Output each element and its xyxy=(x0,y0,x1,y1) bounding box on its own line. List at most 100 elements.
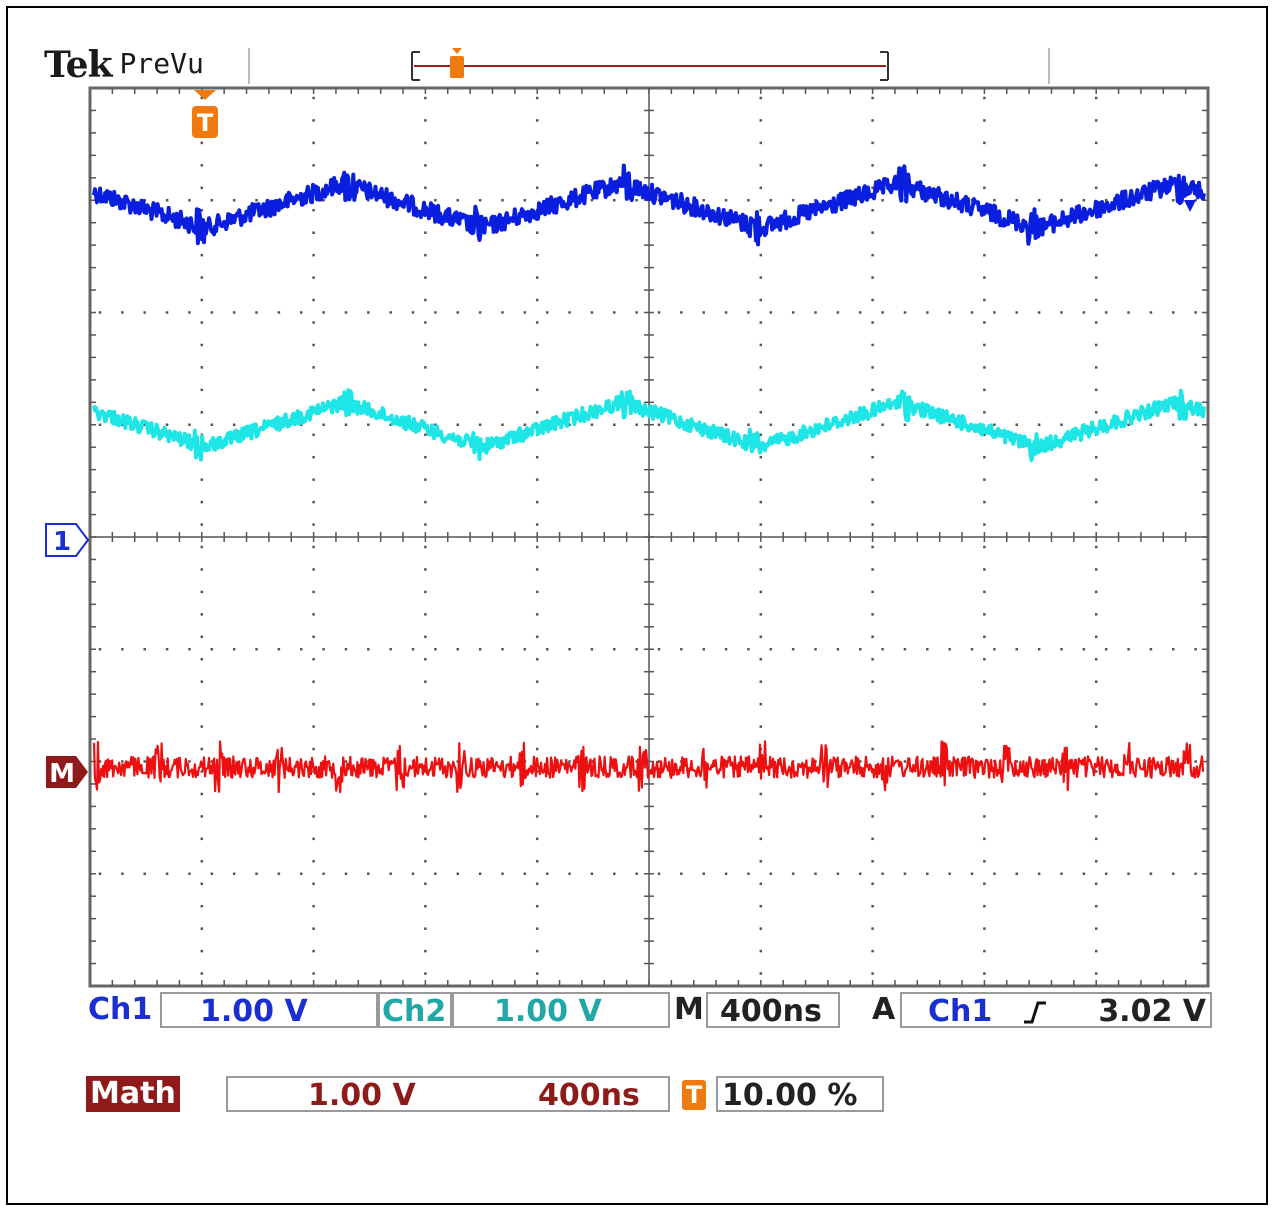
grid-dot xyxy=(424,635,427,639)
ch1-ground-marker[interactable] xyxy=(45,523,90,557)
grid-dot xyxy=(501,311,504,314)
grid-dot xyxy=(200,298,204,302)
grid-dot xyxy=(759,590,763,594)
trigger-readout[interactable]: Ch1 3.02 V xyxy=(900,992,1212,1029)
math-label[interactable]: Math xyxy=(86,1076,180,1112)
grid-dot xyxy=(983,725,986,728)
grid-dot xyxy=(759,613,763,616)
grid-dot xyxy=(344,648,348,651)
grid-dot xyxy=(759,568,763,571)
grid-dot xyxy=(983,680,986,683)
grid-dot xyxy=(389,423,392,426)
grid-dot xyxy=(312,837,315,841)
grid-dot xyxy=(759,321,763,324)
grid-dot xyxy=(983,164,986,167)
grid-dot xyxy=(424,972,427,975)
grid-dot xyxy=(312,860,315,863)
grid-dot xyxy=(881,199,884,202)
grid-dot xyxy=(456,423,460,426)
grid-dot xyxy=(456,311,460,314)
grid-dot xyxy=(501,423,504,426)
grid-dot xyxy=(568,423,571,426)
grid-dot xyxy=(724,648,728,651)
grid-dot xyxy=(983,590,986,594)
grid-dot xyxy=(926,423,929,426)
grid-dot xyxy=(791,311,795,314)
grid-dot xyxy=(702,872,705,875)
grid-dot xyxy=(1094,231,1098,234)
grid-dot xyxy=(759,680,763,683)
grid-dot xyxy=(871,815,874,818)
grid-dot xyxy=(200,478,204,481)
grid-dot xyxy=(983,837,986,841)
grid-dot xyxy=(657,311,661,314)
grid-dot xyxy=(545,872,549,875)
math-readout[interactable]: 1.00 V 400ns xyxy=(226,1076,670,1113)
grid-dot xyxy=(759,658,763,661)
grid-dot xyxy=(200,972,204,975)
ch1-label[interactable]: Ch1 xyxy=(88,992,153,1027)
grid-dot xyxy=(312,725,315,728)
grid-dot xyxy=(165,648,169,651)
grid-dot xyxy=(871,949,874,953)
grid-dot xyxy=(200,568,204,571)
grid-dot xyxy=(759,209,763,212)
grid-dot xyxy=(535,478,539,481)
grid-dot xyxy=(881,311,884,314)
grid-dot xyxy=(1060,648,1063,651)
traces xyxy=(92,163,1206,794)
ch1-ground-label: 1 xyxy=(53,527,71,557)
grid-dot xyxy=(232,311,236,314)
grid-dot xyxy=(232,872,236,875)
grid-dot xyxy=(983,949,986,953)
grid-dot xyxy=(724,872,728,875)
grid-dot xyxy=(200,613,204,616)
ch2-scale[interactable]: 1.00 V xyxy=(452,992,670,1029)
grid-dot xyxy=(121,760,124,763)
grid-dot xyxy=(143,648,146,651)
grid-dot xyxy=(1149,872,1153,875)
grid-dot xyxy=(1060,199,1063,202)
ch2-label[interactable]: Ch2 xyxy=(378,992,452,1029)
grid-dot xyxy=(1037,199,1041,202)
grid-dot xyxy=(871,523,874,526)
ch1-scale[interactable]: 1.00 V xyxy=(160,992,378,1029)
grid-dot xyxy=(871,680,874,683)
grid-dot xyxy=(312,680,315,683)
grid-dot xyxy=(424,231,427,234)
grid-dot xyxy=(1149,648,1153,651)
grid-dot xyxy=(200,792,204,796)
grid-dot xyxy=(424,613,427,616)
grid-dot xyxy=(424,523,427,526)
grid-dot xyxy=(1094,882,1098,885)
math-ref-marker[interactable] xyxy=(46,756,88,788)
grid-dot xyxy=(983,658,986,661)
grid-dot xyxy=(1094,141,1098,145)
grid-dot xyxy=(759,702,763,706)
grid-dot xyxy=(590,648,594,651)
grid-dot xyxy=(1015,872,1019,875)
grid-dot xyxy=(200,635,204,639)
grid-dot xyxy=(871,792,874,796)
grid-dot xyxy=(312,613,315,616)
grid-dot xyxy=(535,253,539,257)
grid-dot xyxy=(121,648,124,651)
grid-dot xyxy=(871,725,874,728)
math-ref-label: M xyxy=(49,759,75,789)
grid-dot xyxy=(948,872,951,875)
trigger-position-marker xyxy=(192,90,218,138)
grid-dot xyxy=(367,199,370,202)
grid-dot xyxy=(367,648,370,651)
grid-dot xyxy=(200,815,204,818)
grid-dot xyxy=(791,199,795,202)
grid-dot xyxy=(613,199,616,202)
grid-dot xyxy=(983,186,986,190)
grid-dot xyxy=(747,648,750,651)
grid-dot xyxy=(424,568,427,571)
grid-dot xyxy=(871,366,874,369)
grid-dot xyxy=(983,96,986,100)
grid-dot xyxy=(724,311,728,314)
grid-dot xyxy=(983,792,986,796)
timebase-scale[interactable]: 400ns xyxy=(706,992,840,1029)
trigger-position[interactable]: 10.00 % xyxy=(716,1076,884,1113)
